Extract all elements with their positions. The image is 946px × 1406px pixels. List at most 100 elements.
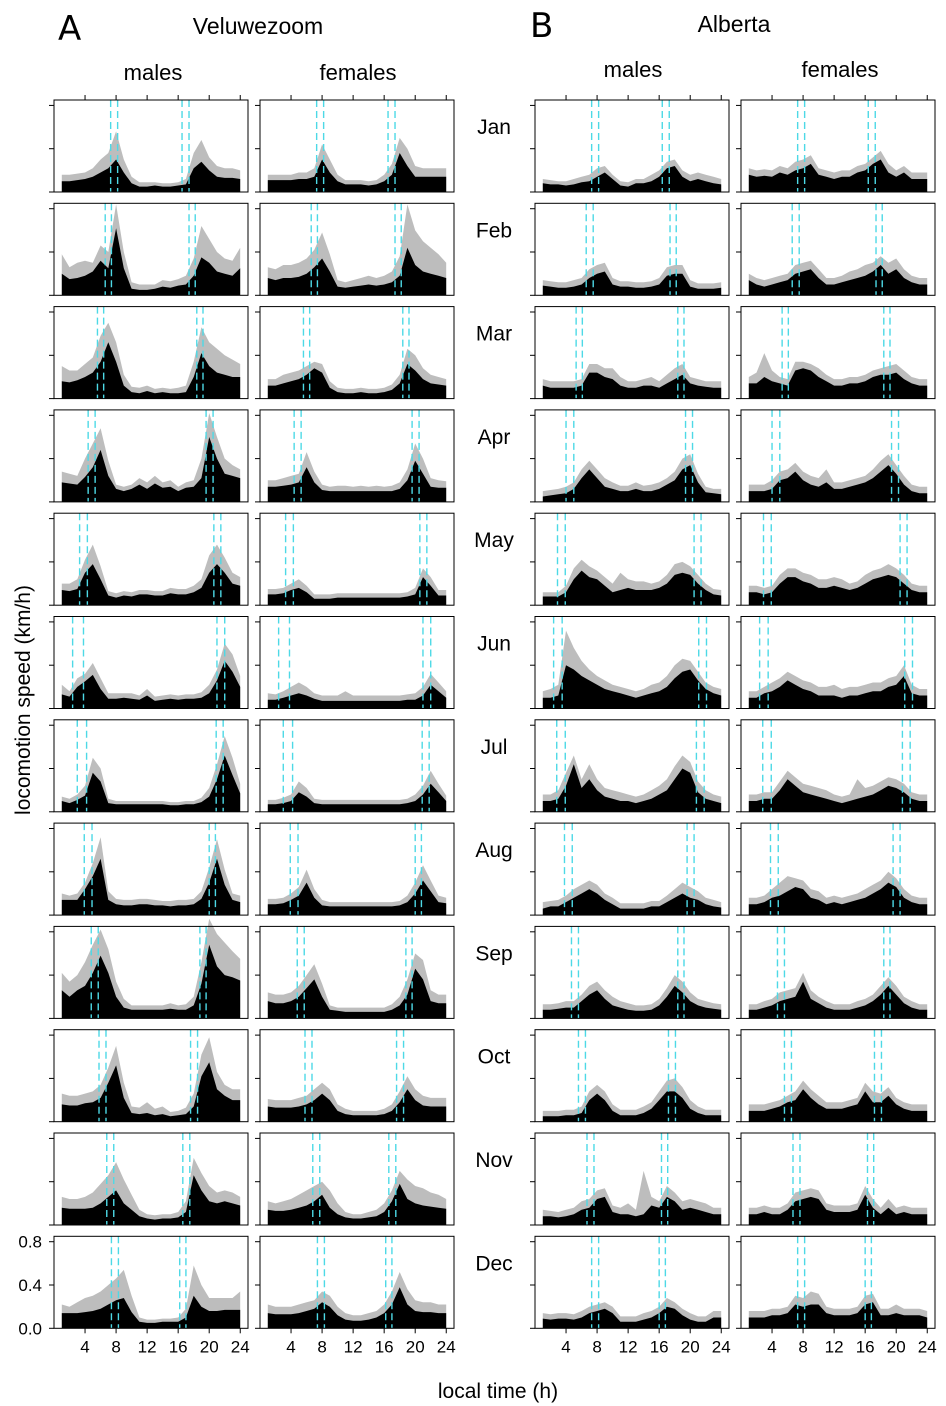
mean-speed-area [542,1196,722,1225]
plot-veluwezoom-females-aug [255,822,455,916]
upper-band-area [61,544,241,606]
plot-veluwezoom-males-nov [49,1132,249,1226]
x-tick-label: 4 [286,1337,295,1356]
plot-frame [534,1132,730,1226]
plot-frame [259,822,455,916]
plot-veluwezoom-males-apr [49,409,249,503]
plot-veluwezoom-males-aug [49,822,249,916]
plot-frame [53,512,249,606]
month-label-aug: Aug [475,839,512,862]
plot-veluwezoom-males-oct [49,1029,249,1123]
x-tick-label: 20 [200,1337,219,1356]
mean-speed-area [748,779,928,812]
plot-frame [53,202,249,296]
mean-speed-area [748,981,928,1019]
panel-letter-b: B [530,6,553,46]
plot-veluwezoom-females-dec: 4 8 12 16 20 24 [255,1235,456,1356]
x-tick-label: 20 [887,1337,906,1356]
plot-alberta-males-dec: 4 8 12 16 20 24 [530,1235,731,1356]
mean-speed-area [267,577,447,606]
x-tick-label: 16 [856,1337,875,1356]
plot-veluwezoom-males-mar [49,306,249,400]
month-label-mar: Mar [476,323,512,346]
x-tick-label: 12 [825,1337,844,1356]
plot-frame [534,616,730,709]
plot-frame [259,306,455,400]
month-label-feb: Feb [476,219,512,242]
plot-veluwezoom-males-dec: 4 8 12 16 20 24 0.0 0.4 0.8 [18,1233,249,1357]
plot-frame [259,1132,455,1226]
plot-frame [740,616,936,709]
plot-frame [53,1029,249,1123]
mean-speed-area [542,1091,722,1122]
mean-speed-area [267,153,447,192]
mean-speed-area [267,684,447,709]
plot-alberta-males-jun [530,616,730,709]
plot-frame [259,99,455,193]
plot-frame [259,512,455,606]
column-title-veluwezoom-females: females [319,60,396,85]
mean-speed-area [61,858,241,916]
plot-frame [53,1235,249,1329]
mean-speed-area [61,159,241,192]
plot-veluwezoom-females-mar [255,306,455,400]
plot-alberta-females-apr [736,409,936,503]
mean-speed-area [748,882,928,916]
plot-frame [259,409,455,503]
x-tick-label: 8 [317,1337,326,1356]
month-label-jun: Jun [477,633,511,656]
plot-veluwezoom-males-sep [49,918,249,1019]
panel-letter-a: A [58,9,81,49]
plot-frame [534,822,730,916]
mean-speed-area [542,465,722,502]
x-tick-label: 16 [169,1337,188,1356]
site-title-veluwezoom: Veluwezoom [193,13,323,39]
mean-speed-area [748,465,928,502]
x-tick-label: 20 [406,1337,425,1356]
column-title-alberta-females: females [801,57,878,82]
plot-frame [534,306,730,400]
plot-alberta-females-mar [736,306,936,400]
plot-veluwezoom-females-nov [255,1132,455,1226]
plot-alberta-males-sep [530,925,730,1019]
plot-veluwezoom-males-jan [49,95,249,193]
x-tick-label: 8 [111,1337,120,1356]
plot-veluwezoom-females-may [255,512,455,606]
plot-frame [534,1029,730,1123]
upper-band-area [61,643,241,709]
y-axis-title: locomotion speed (km/h) [12,585,35,815]
month-label-oct: Oct [478,1046,511,1069]
plot-frame [259,719,455,813]
y-tick-label: 0.4 [18,1276,42,1295]
plot-frame [740,1235,936,1329]
plot-veluwezoom-females-sep [255,925,455,1019]
plot-alberta-females-may [736,512,936,606]
x-tick-label: 20 [681,1337,700,1356]
month-label-dec: Dec [475,1252,512,1275]
x-tick-label: 16 [650,1337,669,1356]
plot-frame [53,822,249,916]
plot-grid: Jan Feb Mar Apr May Jun Jul Aug Sep Oct Nov Dec 4 8 12… [18,95,937,1357]
month-label-nov: Nov [475,1149,513,1172]
y-tick-label: 0.0 [18,1319,42,1338]
plot-frame [534,925,730,1019]
mean-speed-area [748,1089,928,1122]
mean-speed-area [267,364,447,399]
plot-alberta-males-feb [530,202,730,296]
mean-speed-area [542,764,722,812]
plot-alberta-females-jan [736,95,936,193]
x-tick-label: 8 [798,1337,807,1356]
plot-frame [740,1132,936,1226]
x-tick-label: 24 [712,1337,731,1356]
plot-frame [259,1029,455,1123]
x-tick-label: 8 [592,1337,601,1356]
plot-frame [53,1132,249,1226]
month-label-jul: Jul [481,736,508,759]
x-axis-title: local time (h) [438,1380,558,1403]
mean-speed-area [61,342,241,399]
plot-veluwezoom-females-jan [255,95,455,193]
mean-speed-area [61,228,241,296]
mean-speed-area [267,1287,447,1329]
mean-speed-area [542,985,722,1019]
mean-speed-area [542,271,722,296]
